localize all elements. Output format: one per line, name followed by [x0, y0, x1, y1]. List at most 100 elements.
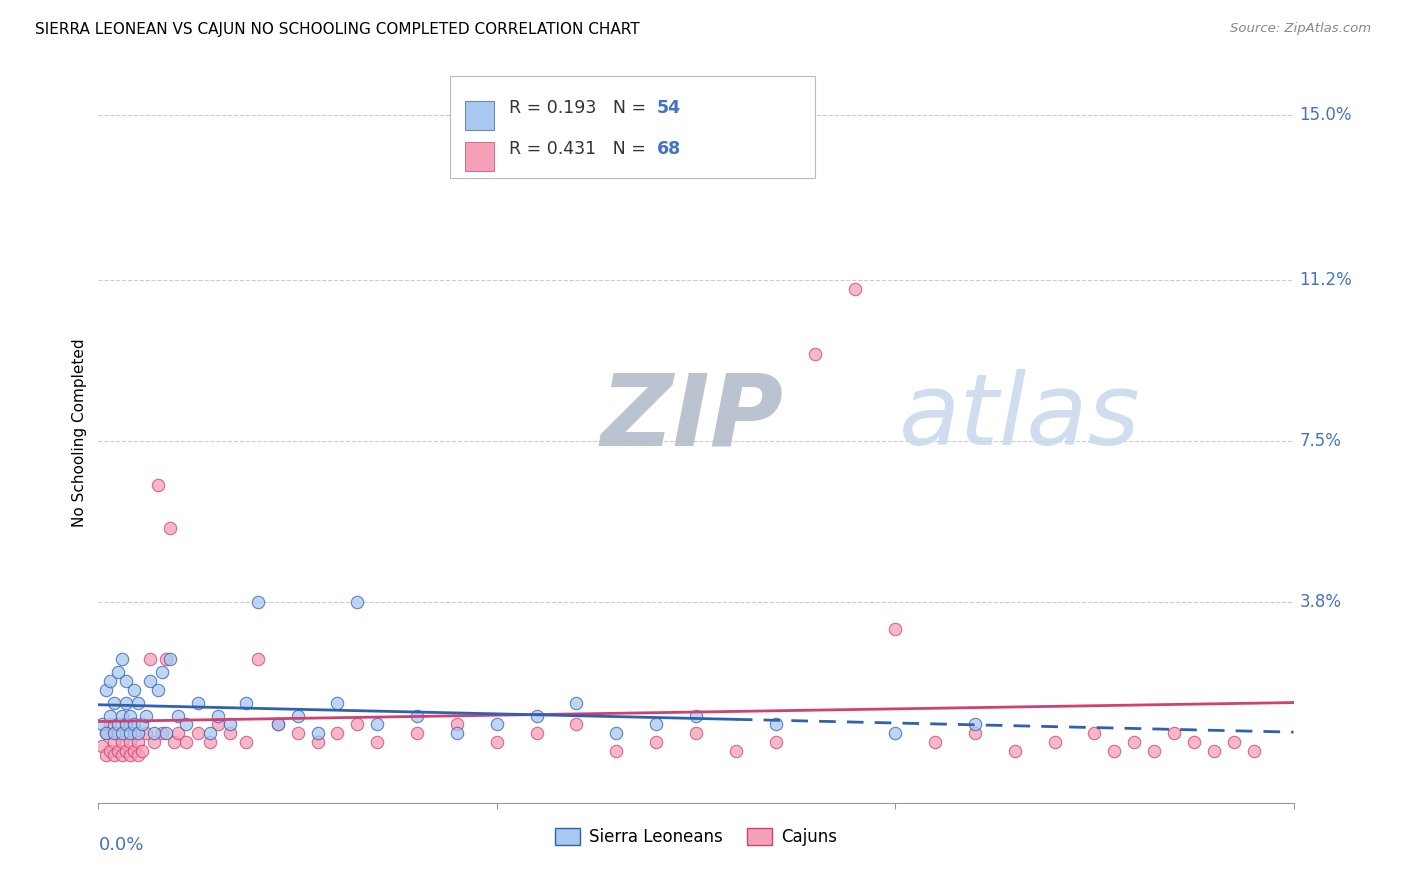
- Point: [163, 735, 186, 749]
- Point: [127, 735, 149, 749]
- Point: [91, 717, 114, 731]
- Point: [187, 726, 209, 740]
- Point: [198, 726, 221, 740]
- Point: [685, 726, 707, 740]
- Point: [139, 673, 162, 688]
- Text: atlas: atlas: [900, 369, 1140, 467]
- Point: [111, 708, 134, 723]
- Point: [326, 696, 349, 710]
- Point: [645, 735, 668, 749]
- Point: [131, 717, 153, 731]
- Point: [267, 717, 290, 731]
- Point: [107, 665, 129, 680]
- Point: [267, 717, 290, 731]
- Point: [724, 743, 747, 757]
- Point: [765, 717, 787, 731]
- Point: [219, 726, 242, 740]
- Point: [111, 747, 134, 762]
- Point: [1004, 743, 1026, 757]
- Point: [124, 726, 146, 740]
- Point: [111, 735, 134, 749]
- Point: [159, 521, 181, 535]
- Point: [963, 726, 986, 740]
- Point: [174, 717, 197, 731]
- Point: [406, 726, 429, 740]
- Point: [167, 726, 190, 740]
- Point: [1123, 735, 1146, 749]
- Point: [96, 747, 118, 762]
- Point: [115, 717, 138, 731]
- Point: [565, 696, 588, 710]
- Point: [1104, 743, 1126, 757]
- Point: [155, 726, 177, 740]
- Point: [685, 708, 707, 723]
- Point: [1202, 743, 1225, 757]
- Point: [139, 652, 162, 666]
- Point: [235, 696, 257, 710]
- Point: [135, 708, 157, 723]
- Text: 54: 54: [657, 99, 681, 117]
- Point: [143, 726, 166, 740]
- Point: [107, 743, 129, 757]
- Point: [127, 747, 149, 762]
- Point: [645, 717, 668, 731]
- Point: [884, 622, 907, 636]
- Point: [605, 743, 627, 757]
- Point: [107, 726, 129, 740]
- Point: [150, 726, 173, 740]
- Point: [115, 673, 138, 688]
- Point: [167, 708, 190, 723]
- Point: [287, 708, 309, 723]
- Point: [963, 717, 986, 731]
- Point: [103, 696, 125, 710]
- Point: [366, 735, 388, 749]
- Text: SIERRA LEONEAN VS CAJUN NO SCHOOLING COMPLETED CORRELATION CHART: SIERRA LEONEAN VS CAJUN NO SCHOOLING COM…: [35, 22, 640, 37]
- Point: [235, 735, 257, 749]
- Text: 11.2%: 11.2%: [1299, 271, 1353, 289]
- Point: [96, 726, 118, 740]
- Point: [485, 735, 508, 749]
- Point: [366, 717, 388, 731]
- Point: [844, 282, 866, 296]
- Point: [565, 717, 588, 731]
- Point: [1043, 735, 1066, 749]
- Text: 15.0%: 15.0%: [1299, 105, 1353, 124]
- Point: [120, 726, 142, 740]
- Point: [446, 717, 468, 731]
- Point: [155, 652, 177, 666]
- Point: [115, 743, 138, 757]
- Point: [135, 726, 157, 740]
- Text: 68: 68: [657, 140, 681, 158]
- Point: [246, 652, 269, 666]
- Point: [307, 735, 329, 749]
- Point: [124, 743, 146, 757]
- Point: [219, 717, 242, 731]
- Text: R = 0.431   N =: R = 0.431 N =: [509, 140, 651, 158]
- Point: [124, 717, 146, 731]
- Text: Source: ZipAtlas.com: Source: ZipAtlas.com: [1230, 22, 1371, 36]
- Point: [346, 717, 368, 731]
- Point: [765, 735, 787, 749]
- Point: [103, 735, 125, 749]
- Point: [526, 708, 548, 723]
- Point: [91, 739, 114, 754]
- Point: [207, 708, 229, 723]
- Point: [98, 708, 122, 723]
- Point: [307, 726, 329, 740]
- Point: [605, 726, 627, 740]
- Point: [127, 696, 149, 710]
- Point: [98, 673, 122, 688]
- Point: [103, 726, 125, 740]
- Point: [124, 682, 146, 697]
- Point: [127, 726, 149, 740]
- Point: [346, 595, 368, 609]
- Point: [111, 726, 134, 740]
- Point: [924, 735, 946, 749]
- Point: [120, 735, 142, 749]
- Point: [120, 747, 142, 762]
- Point: [120, 708, 142, 723]
- Point: [287, 726, 309, 740]
- Y-axis label: No Schooling Completed: No Schooling Completed: [72, 338, 87, 527]
- Legend: Sierra Leoneans, Cajuns: Sierra Leoneans, Cajuns: [555, 828, 837, 847]
- Point: [1143, 743, 1166, 757]
